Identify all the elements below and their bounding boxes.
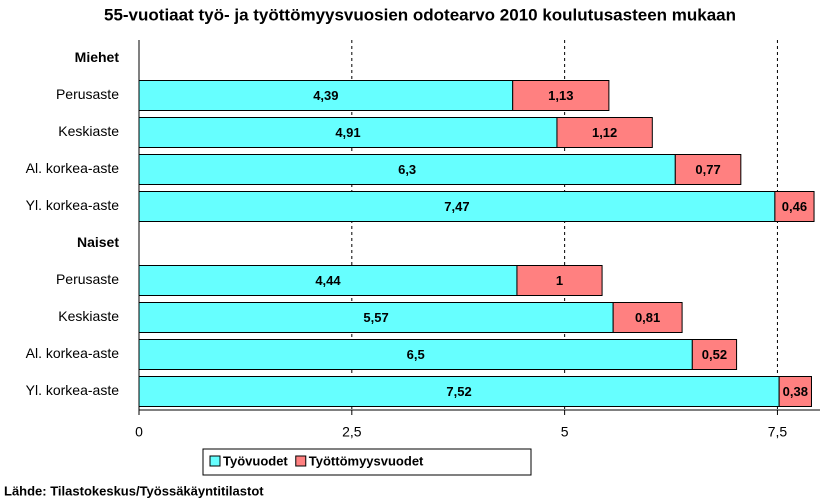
bar-segment [138, 339, 693, 370]
y-tick-label: Miehet [75, 49, 120, 65]
chart-title: 55-vuotiaat työ- ja työttömyysvuosien od… [104, 5, 736, 24]
source: Lähde: Tilastokeskus/Työssäkäyntitilasto… [4, 483, 264, 498]
value-label: 0,46 [782, 199, 807, 214]
bar-segment [691, 339, 738, 370]
x-tick-label: 5 [561, 424, 569, 440]
value-label: 7,52 [446, 384, 471, 399]
bar-segment [138, 265, 518, 296]
value-label: 6,3 [398, 162, 416, 177]
value-label: 1 [556, 273, 563, 288]
value-label: 4,44 [315, 273, 341, 288]
value-label: 6,5 [407, 347, 425, 362]
bar-segment [138, 191, 776, 222]
y-tick-label: Perusaste [56, 86, 119, 102]
bar-segment [774, 191, 815, 222]
legend-label: Työttömyysvuodet [309, 453, 424, 468]
bar-segment [516, 265, 603, 296]
value-label: 0,81 [635, 310, 660, 325]
bar-segment [138, 80, 514, 111]
legend-label: Työvuodet [223, 453, 288, 468]
value-label: 0,77 [695, 162, 720, 177]
y-tick-label: Perusaste [56, 271, 119, 287]
value-label: 7,47 [444, 199, 469, 214]
y-tick-label: Naiset [77, 234, 119, 250]
bar-segment [674, 154, 742, 185]
bar-segment [512, 80, 610, 111]
value-label: 0,38 [783, 384, 808, 399]
value-label: 4,39 [313, 88, 338, 103]
y-tick-label: Keskiaste [58, 123, 119, 139]
bar-segment [138, 302, 614, 333]
y-tick-label: Keskiaste [58, 308, 119, 324]
y-tick-label: Al. korkea-aste [26, 345, 120, 361]
bar-segment [778, 376, 812, 407]
x-tick-label: 0 [135, 424, 143, 440]
bar-segment [612, 302, 683, 333]
x-tick-label: 2,5 [342, 424, 362, 440]
y-tick-label: Yl. korkea-aste [26, 197, 120, 213]
y-tick-label: Yl. korkea-aste [26, 382, 120, 398]
value-label: 1,13 [548, 88, 573, 103]
x-tick-label: 7,5 [768, 424, 788, 440]
y-tick-label: Al. korkea-aste [26, 160, 120, 176]
legend-swatch [295, 455, 307, 467]
bar-segment [556, 117, 653, 148]
value-label: 0,52 [702, 347, 727, 362]
value-label: 1,12 [592, 125, 617, 140]
value-label: 4,91 [335, 125, 360, 140]
value-label: 5,57 [363, 310, 388, 325]
legend-swatch [209, 455, 221, 467]
bar-segment [138, 376, 780, 407]
legend-box [202, 448, 532, 476]
